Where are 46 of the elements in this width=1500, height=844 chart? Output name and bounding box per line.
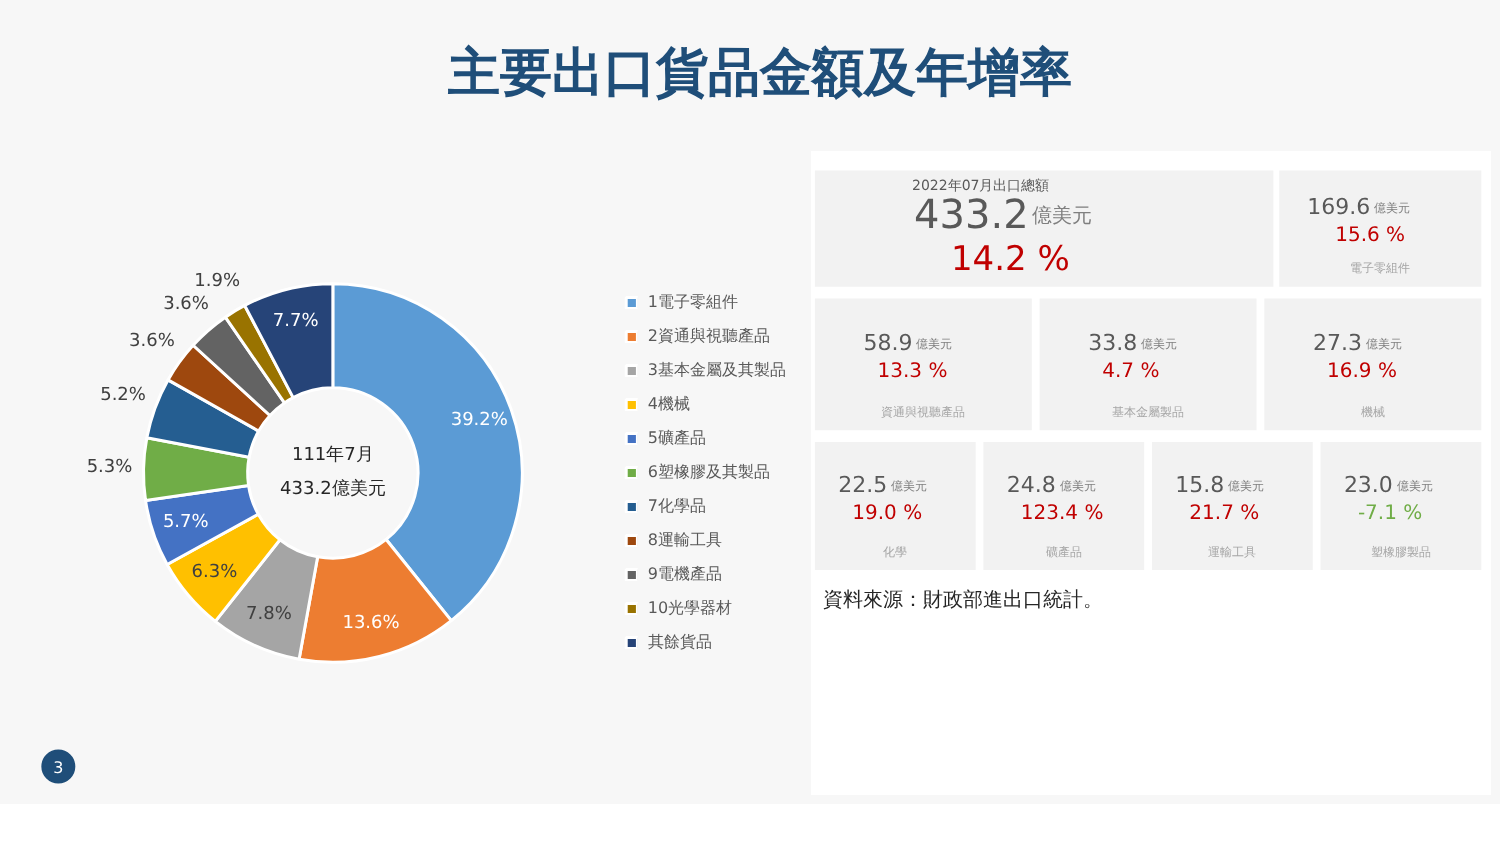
legend-label: 3基本金屬及其製品 — [647, 359, 786, 381]
legend-label: 其餘貨品 — [647, 631, 712, 653]
legend-label: 5礦產品 — [647, 427, 706, 449]
legend-label: 6塑橡膠及其製品 — [647, 461, 770, 483]
text: 13.3 % — [877, 361, 948, 384]
legend-label: 2資通與視聽產品 — [647, 325, 770, 347]
source-note: 資料來源：財政部進出口統計。 — [822, 588, 1103, 613]
text: 4.7 % — [1102, 361, 1160, 384]
text: 22.5 — [838, 471, 888, 498]
text: 3 — [53, 758, 64, 777]
text: 123.4 % — [1020, 502, 1104, 525]
legend-label: 7化學品 — [647, 495, 706, 517]
data-label: 7.8% — [246, 604, 293, 625]
text: 21.7 % — [1189, 502, 1260, 525]
text: 15.6 % — [1335, 225, 1406, 248]
text: 169.6 — [1307, 194, 1371, 221]
data-label: 5.3% — [86, 458, 134, 479]
text: 億美元 — [1032, 203, 1093, 228]
data-label: 3.6% — [163, 294, 210, 315]
legend-label: 8運輸工具 — [647, 529, 722, 551]
text: 15.8 — [1175, 471, 1225, 498]
data-label: 1.9% — [194, 271, 241, 292]
text: 14.2 % — [950, 239, 1070, 280]
text: 16.9 % — [1326, 361, 1397, 384]
text: 111年7月 — [291, 443, 374, 466]
text: 433.2億美元 — [280, 478, 386, 501]
legend-label: 4機械 — [647, 393, 690, 415]
text: 23.0 — [1343, 471, 1393, 498]
text: 433.2 — [914, 190, 1029, 239]
data-label: 13.6% — [342, 613, 401, 634]
text: 58.9 — [863, 330, 913, 357]
legend-label: 9電機產品 — [647, 563, 722, 585]
data-label: 6.3% — [191, 563, 239, 584]
data-label: 5.7% — [162, 512, 210, 533]
legend-label: 10光學器材 — [647, 597, 733, 619]
chart-title: 主要出口貨品金額及年增率 — [448, 42, 1072, 108]
data-label: 7.7% — [272, 312, 320, 333]
text: 33.8 — [1088, 330, 1138, 357]
data-label: 3.6% — [129, 331, 176, 352]
data-label: 5.2% — [100, 386, 147, 407]
text: 19.0 % — [852, 502, 923, 525]
text: -7.1 % — [1357, 502, 1423, 525]
data-label: 39.2% — [450, 411, 509, 432]
text: 27.3 — [1312, 330, 1362, 357]
legend-label: 1電子零組件 — [647, 291, 738, 313]
text: 24.8 — [1006, 471, 1056, 498]
